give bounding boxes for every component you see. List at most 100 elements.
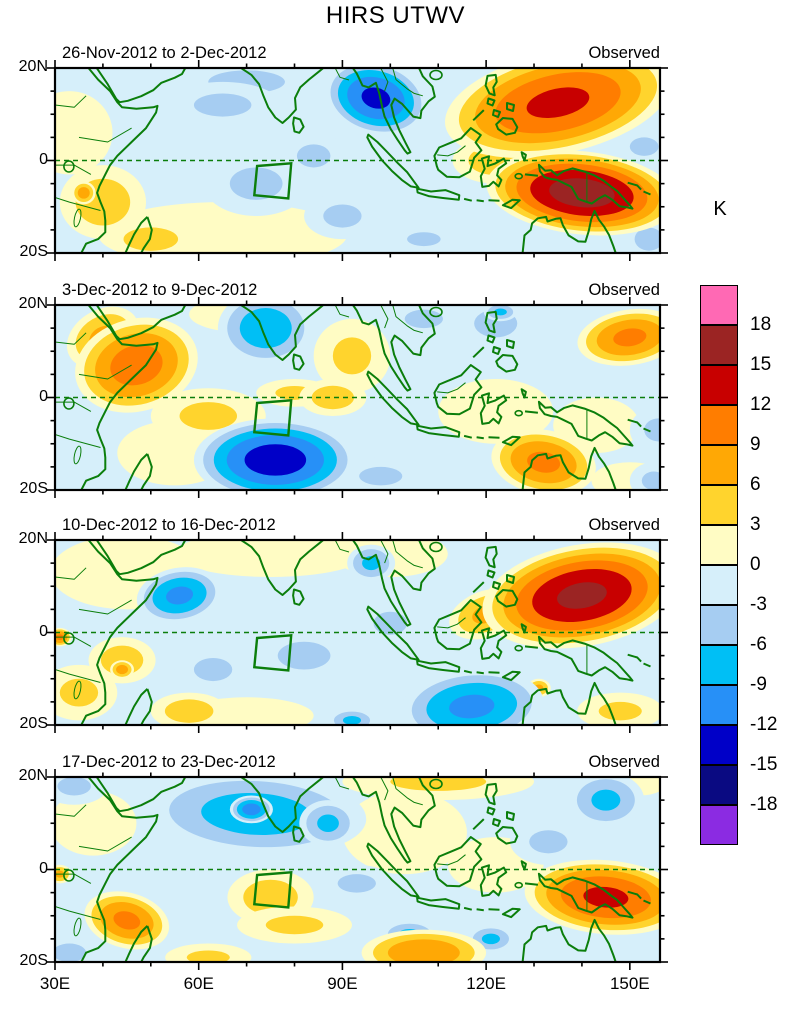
anomaly-blob [77, 187, 90, 199]
colorbar-tick-label: -18 [750, 794, 778, 815]
anomaly-blob [311, 385, 355, 410]
axis-ticks [47, 769, 668, 970]
panel-1-source: Observed [588, 44, 660, 62]
panel-4-source: Observed [588, 753, 660, 771]
map-panel-4 [47, 769, 668, 970]
y-tick-label: 20S [19, 715, 48, 732]
study-region-box [252, 398, 293, 437]
y-tick-label: 0 [39, 150, 48, 168]
panel-2-source: Observed [588, 281, 660, 299]
anomaly-blob [591, 789, 621, 811]
anomaly-blob [193, 93, 252, 117]
colorbar-segment [700, 765, 738, 805]
colorbar-segment [700, 485, 738, 525]
colorbar-segment [700, 605, 738, 645]
anomaly-blob [323, 204, 362, 228]
anomaly-blob [166, 586, 194, 605]
study-region-box [252, 870, 293, 909]
anomaly-blob [644, 418, 660, 442]
anomaly-blob [110, 344, 163, 386]
y-tick-label: 20S [19, 480, 48, 497]
anomaly-blob [387, 939, 460, 962]
anomaly-blob [265, 915, 324, 935]
anomaly-blob [57, 777, 91, 796]
colorbar-segment [700, 725, 738, 765]
x-tick-label-30e: 30E [39, 974, 71, 993]
anomaly-blob [629, 137, 659, 156]
y-tick-label: 20N [18, 767, 48, 784]
colorbar-unit-label: K [713, 198, 727, 220]
colorbar-segment [700, 325, 738, 365]
anomaly-blob [404, 309, 444, 329]
map-frame [53, 303, 662, 492]
map-frame [53, 775, 662, 964]
x-tick-label-60e: 60E [183, 974, 214, 993]
colorbar-tick-label: 18 [750, 314, 772, 335]
colorbar-tick-label: -12 [750, 714, 778, 735]
y-tick-label: 0 [39, 859, 48, 877]
anomaly-blob [186, 950, 230, 962]
colorbar-tick-label: -15 [750, 754, 778, 775]
anomaly-blob [342, 716, 362, 725]
anomaly-blob [613, 328, 647, 347]
x-tick-label-150e: 150E [609, 974, 650, 993]
anomaly-blob [641, 471, 660, 490]
colorbar-tick-label: -9 [750, 674, 767, 695]
anomaly-blob [449, 694, 495, 719]
colorbar-tick-label: -6 [750, 634, 767, 655]
anomaly-blob [494, 308, 507, 316]
colorbar-segment [700, 645, 738, 685]
colorbar-segment [700, 405, 738, 445]
panel-1-period: 26-Nov-2012 to 2-Dec-2012 [62, 44, 267, 62]
anomaly-blob [242, 803, 261, 816]
anomaly-blob [361, 87, 391, 109]
colorbar-tick-label: 0 [750, 554, 761, 575]
y-tick-label: 20N [18, 530, 48, 547]
anomaly-blob [390, 777, 487, 791]
colorbar-segment [700, 365, 738, 405]
anomaly-blob [342, 790, 467, 875]
study-region-box [252, 161, 293, 200]
map-panel-2 [47, 297, 668, 498]
anomaly-blob [174, 540, 367, 577]
colorbar-segment [700, 565, 738, 605]
anomaly-blob [113, 911, 141, 930]
anomaly-blob [549, 178, 615, 208]
map-panel-3 [47, 532, 668, 733]
colorbar-tick-label: 6 [750, 474, 761, 495]
colorbar-tick-label: 15 [750, 354, 772, 375]
colorbar-segment [700, 685, 738, 725]
anomaly-blob [557, 582, 607, 609]
figure-title: HIRS UTWV [325, 2, 466, 29]
anomaly-blob [277, 641, 331, 670]
y-tick-label: 20N [18, 58, 48, 75]
y-tick-label: 20S [19, 243, 48, 260]
colorbar-tick-label: 3 [750, 514, 761, 535]
anomaly-blob [164, 699, 214, 723]
panel-3-period: 10-Dec-2012 to 16-Dec-2012 [62, 516, 276, 534]
study-region-box [252, 633, 293, 672]
colorbar-segment [700, 285, 738, 325]
anomaly-blob [244, 444, 307, 476]
anomaly-field [55, 540, 660, 725]
x-tick-label-90e: 90E [327, 974, 358, 993]
y-tick-label: 20S [19, 952, 48, 969]
anomaly-blob [55, 91, 113, 175]
anomaly-blob [179, 402, 238, 430]
anomaly-blob [553, 397, 640, 453]
colorbar-segment [700, 445, 738, 485]
y-tick-label: 0 [39, 387, 48, 405]
anomaly-blob [296, 144, 331, 168]
colorbar-tick-label: -3 [750, 594, 767, 615]
anomaly-blob [193, 657, 233, 682]
anomaly-blob [407, 232, 441, 247]
y-tick-label: 20N [18, 295, 48, 312]
x-tick-label-120e: 120E [466, 974, 506, 993]
anomaly-blob [59, 678, 99, 707]
anomaly-blob [359, 466, 403, 486]
anomaly-blob [317, 814, 339, 832]
anomaly-blob [526, 87, 590, 118]
anomaly-blob [116, 664, 129, 675]
anomaly-blob [239, 308, 292, 349]
